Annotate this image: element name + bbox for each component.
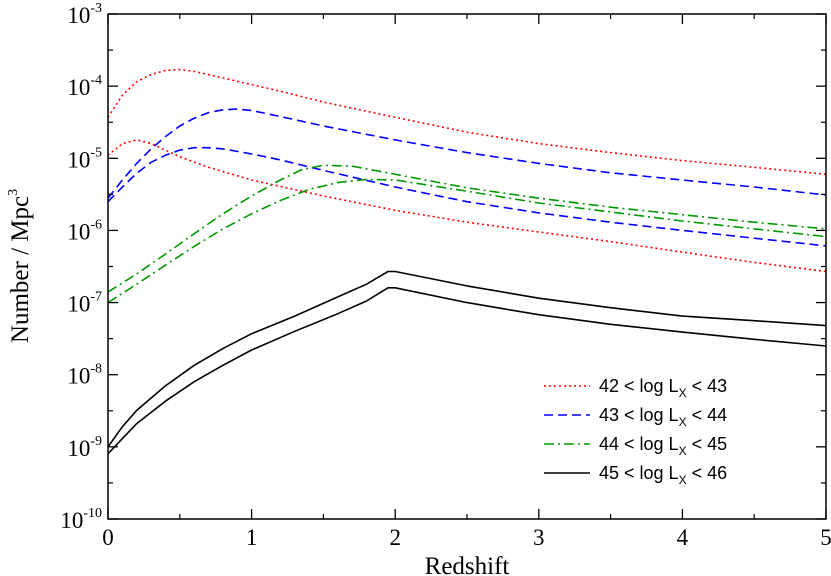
legend: 42 < log LX < 43 43 < log LX < 44 44 < log… bbox=[544, 376, 727, 487]
y-axis-title: Number / Mpc3 bbox=[6, 189, 34, 343]
plot-area bbox=[108, 14, 826, 519]
y-tick-label: 10-6 bbox=[67, 217, 102, 244]
series-layer bbox=[108, 68, 826, 455]
y-tick-label: 10-7 bbox=[67, 290, 102, 317]
legend-label-2: 43 < log LX < 44 bbox=[599, 405, 727, 429]
series-line-1-lower bbox=[108, 139, 826, 273]
legend-label-1: 42 < log LX < 43 bbox=[599, 376, 727, 400]
series-line-3-upper bbox=[108, 164, 826, 293]
y-tick-label: 10-10 bbox=[60, 506, 102, 533]
y-tick-label: 10-9 bbox=[67, 434, 102, 461]
legend-label-4: 45 < log LX < 46 bbox=[599, 463, 727, 487]
x-axis: 0 1 2 3 4 5 bbox=[102, 14, 831, 550]
y-axis: 10-3 10-4 10-5 10-6 10-7 10-8 10-9 10-10 bbox=[60, 1, 826, 533]
series-line-4-upper bbox=[108, 270, 826, 448]
series-line-4-lower bbox=[108, 287, 826, 455]
y-tick-label: 10-5 bbox=[67, 145, 102, 172]
x-tick-label: 4 bbox=[677, 525, 689, 550]
y-tick-label: 10-8 bbox=[67, 362, 102, 389]
x-tick-label: 1 bbox=[246, 525, 258, 550]
x-tick-label: 3 bbox=[533, 525, 545, 550]
series-line-2-upper bbox=[108, 108, 826, 199]
series-line-3-lower bbox=[108, 178, 826, 304]
x-tick-label: 2 bbox=[389, 525, 401, 550]
y-tick-label: 10-3 bbox=[67, 1, 102, 28]
series-line-2-lower bbox=[108, 146, 826, 247]
legend-label-3: 44 < log LX < 45 bbox=[599, 434, 727, 458]
y-tick-label: 10-4 bbox=[67, 73, 102, 100]
x-tick-label: 5 bbox=[820, 525, 831, 550]
x-tick-label: 0 bbox=[102, 525, 114, 550]
x-axis-title: Redshift bbox=[425, 553, 510, 576]
